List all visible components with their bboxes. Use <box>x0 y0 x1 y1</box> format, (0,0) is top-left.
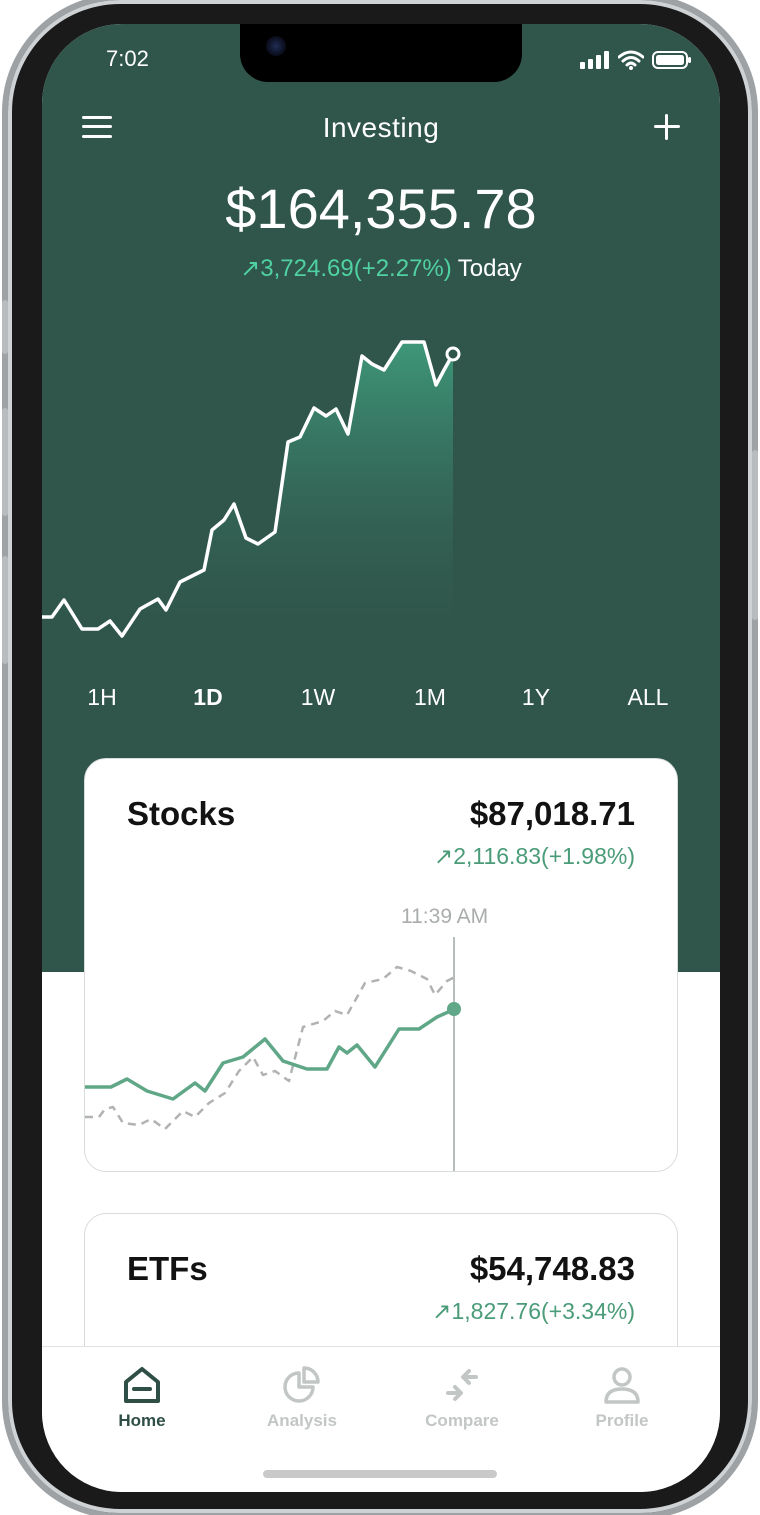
portfolio-balance: $164,355.78 <box>225 177 537 240</box>
tab-label: Home <box>118 1411 166 1430</box>
phone-side-button <box>752 450 758 620</box>
tab-label: Analysis <box>267 1411 337 1430</box>
tab-label: Profile <box>595 1411 649 1430</box>
chart-area <box>42 342 453 664</box>
range-1h[interactable]: 1H <box>87 684 117 710</box>
etfs-change: ↗1,827.76(+3.34%) <box>432 1298 635 1324</box>
etfs-value: $54,748.83 <box>469 1250 635 1287</box>
add-icon[interactable] <box>654 114 680 140</box>
home-indicator[interactable] <box>263 1470 497 1478</box>
range-1y[interactable]: 1Y <box>521 684 551 710</box>
range-1d[interactable]: 1D <box>193 684 223 710</box>
portfolio-change-value: ↗3,724.69(+2.27%) <box>240 255 452 282</box>
battery-icon <box>652 51 691 69</box>
pie-chart-icon <box>283 1366 320 1403</box>
range-1m[interactable]: 1M <box>414 684 446 710</box>
tab-profile[interactable]: Profile <box>562 1365 682 1431</box>
phone-side-button <box>2 556 8 664</box>
stocks-benchmark-line <box>85 965 456 1131</box>
chart-current-point <box>445 346 461 362</box>
status-icons <box>580 50 692 70</box>
phone-side-button <box>2 408 8 516</box>
signal-icon <box>580 51 609 69</box>
chart-line <box>42 340 455 638</box>
portfolio-change-period: Today <box>457 255 522 282</box>
stocks-chart[interactable] <box>85 759 677 1171</box>
top-bar: Investing <box>42 104 720 152</box>
range-1w[interactable]: 1W <box>300 684 336 710</box>
stocks-title: Stocks <box>127 795 236 832</box>
tab-bar: Home Analysis Compare Profile <box>42 1346 720 1492</box>
time-range-selector: 1H 1D 1W 1M 1Y ALL <box>42 684 720 718</box>
notch <box>240 24 522 82</box>
stocks-change: ↗2,116.83(+1.98%) <box>433 843 635 869</box>
portfolio-change: ↗3,724.69(+2.27%) Today <box>42 254 720 283</box>
tab-home[interactable]: Home <box>82 1365 202 1431</box>
phone-side-button <box>2 300 8 354</box>
stocks-marker-time: 11:39 AM <box>401 905 489 928</box>
stocks-value: $87,018.71 <box>469 795 635 832</box>
portfolio-chart[interactable] <box>42 304 720 664</box>
profile-icon <box>604 1367 640 1404</box>
status-time: 7:02 <box>106 46 149 71</box>
stocks-line <box>85 1007 457 1101</box>
range-all[interactable]: ALL <box>627 684 669 710</box>
app-screen: 7:02 Investing $164,355.78 ↗3 <box>42 24 720 1492</box>
page-title: Investing <box>322 112 440 143</box>
camera-icon <box>266 36 286 56</box>
compare-arrows-icon <box>446 1369 478 1401</box>
wifi-icon <box>618 50 644 70</box>
stocks-current-point <box>447 1002 461 1016</box>
etfs-title: ETFs <box>127 1250 208 1287</box>
tab-analysis[interactable]: Analysis <box>242 1365 362 1431</box>
tab-compare[interactable]: Compare <box>402 1365 522 1431</box>
stocks-card[interactable]: Stocks $87,018.71 ↗2,116.83(+1.98%) 11:3… <box>84 758 678 1172</box>
home-icon <box>124 1367 160 1403</box>
tab-label: Compare <box>425 1411 499 1430</box>
menu-icon[interactable] <box>82 114 112 140</box>
